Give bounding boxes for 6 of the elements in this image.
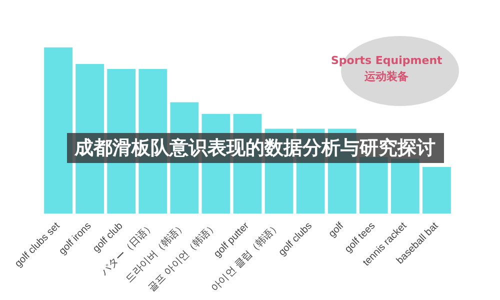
bar [44,47,72,214]
bar [422,166,451,214]
annotation: Sports Equipment [331,53,442,69]
text: 成都滑板队意识表现的数据分析与研究探讨 [66,133,444,163]
annotation: 运动装备 [364,69,410,85]
x-tick-label: golf [326,220,346,240]
